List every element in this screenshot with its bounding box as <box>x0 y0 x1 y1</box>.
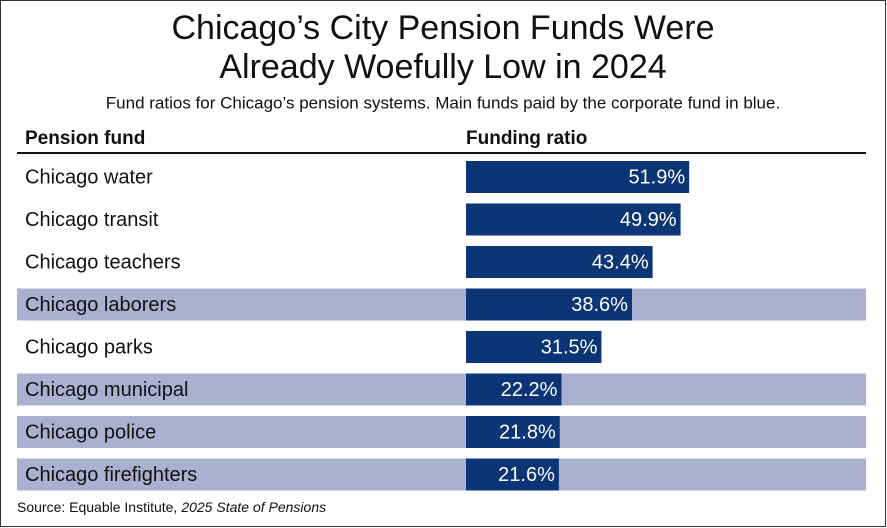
bar <box>466 458 559 491</box>
column-header: Pension fund <box>25 128 145 149</box>
value-label: 21.8% <box>499 421 556 443</box>
source-title: 2025 State of Pensions <box>180 499 326 515</box>
bar <box>466 161 690 193</box>
value-label: 21.6% <box>498 464 555 486</box>
value-label: 22.2% <box>501 379 558 401</box>
bar <box>466 331 602 363</box>
category-label: Chicago laborers <box>25 294 176 316</box>
row-highlight <box>17 373 866 406</box>
category-label: Chicago water <box>25 166 153 188</box>
category-label: Chicago transit <box>25 209 159 231</box>
value-label: 49.9% <box>620 209 677 231</box>
value-label: 38.6% <box>571 294 628 316</box>
bar <box>466 203 681 236</box>
row-highlight <box>17 416 866 448</box>
value-label: 51.9% <box>628 166 685 188</box>
column-header: Funding ratio <box>466 128 587 149</box>
value-label: 31.5% <box>541 336 598 358</box>
row-highlight <box>17 458 866 491</box>
subtitle: Fund ratios for Chicago’s pension system… <box>106 93 780 112</box>
bar <box>466 416 560 448</box>
bar <box>466 288 632 321</box>
chart-title: Already Woefully Low in 2024 <box>219 48 666 86</box>
category-label: Chicago police <box>25 421 156 443</box>
value-label: 43.4% <box>592 251 649 273</box>
category-label: Chicago firefighters <box>25 464 197 486</box>
source-text: Source: Equable Institute, <box>17 499 177 515</box>
bar <box>466 246 653 278</box>
category-label: Chicago municipal <box>25 379 188 401</box>
source: Source: Equable Institute, 2025 State of … <box>17 499 326 515</box>
category-label: Chicago teachers <box>25 251 181 273</box>
row-highlight <box>17 288 866 321</box>
chart-title: Chicago’s City Pension Funds Were <box>171 9 714 47</box>
category-label: Chicago parks <box>25 336 153 358</box>
bar <box>466 373 562 406</box>
